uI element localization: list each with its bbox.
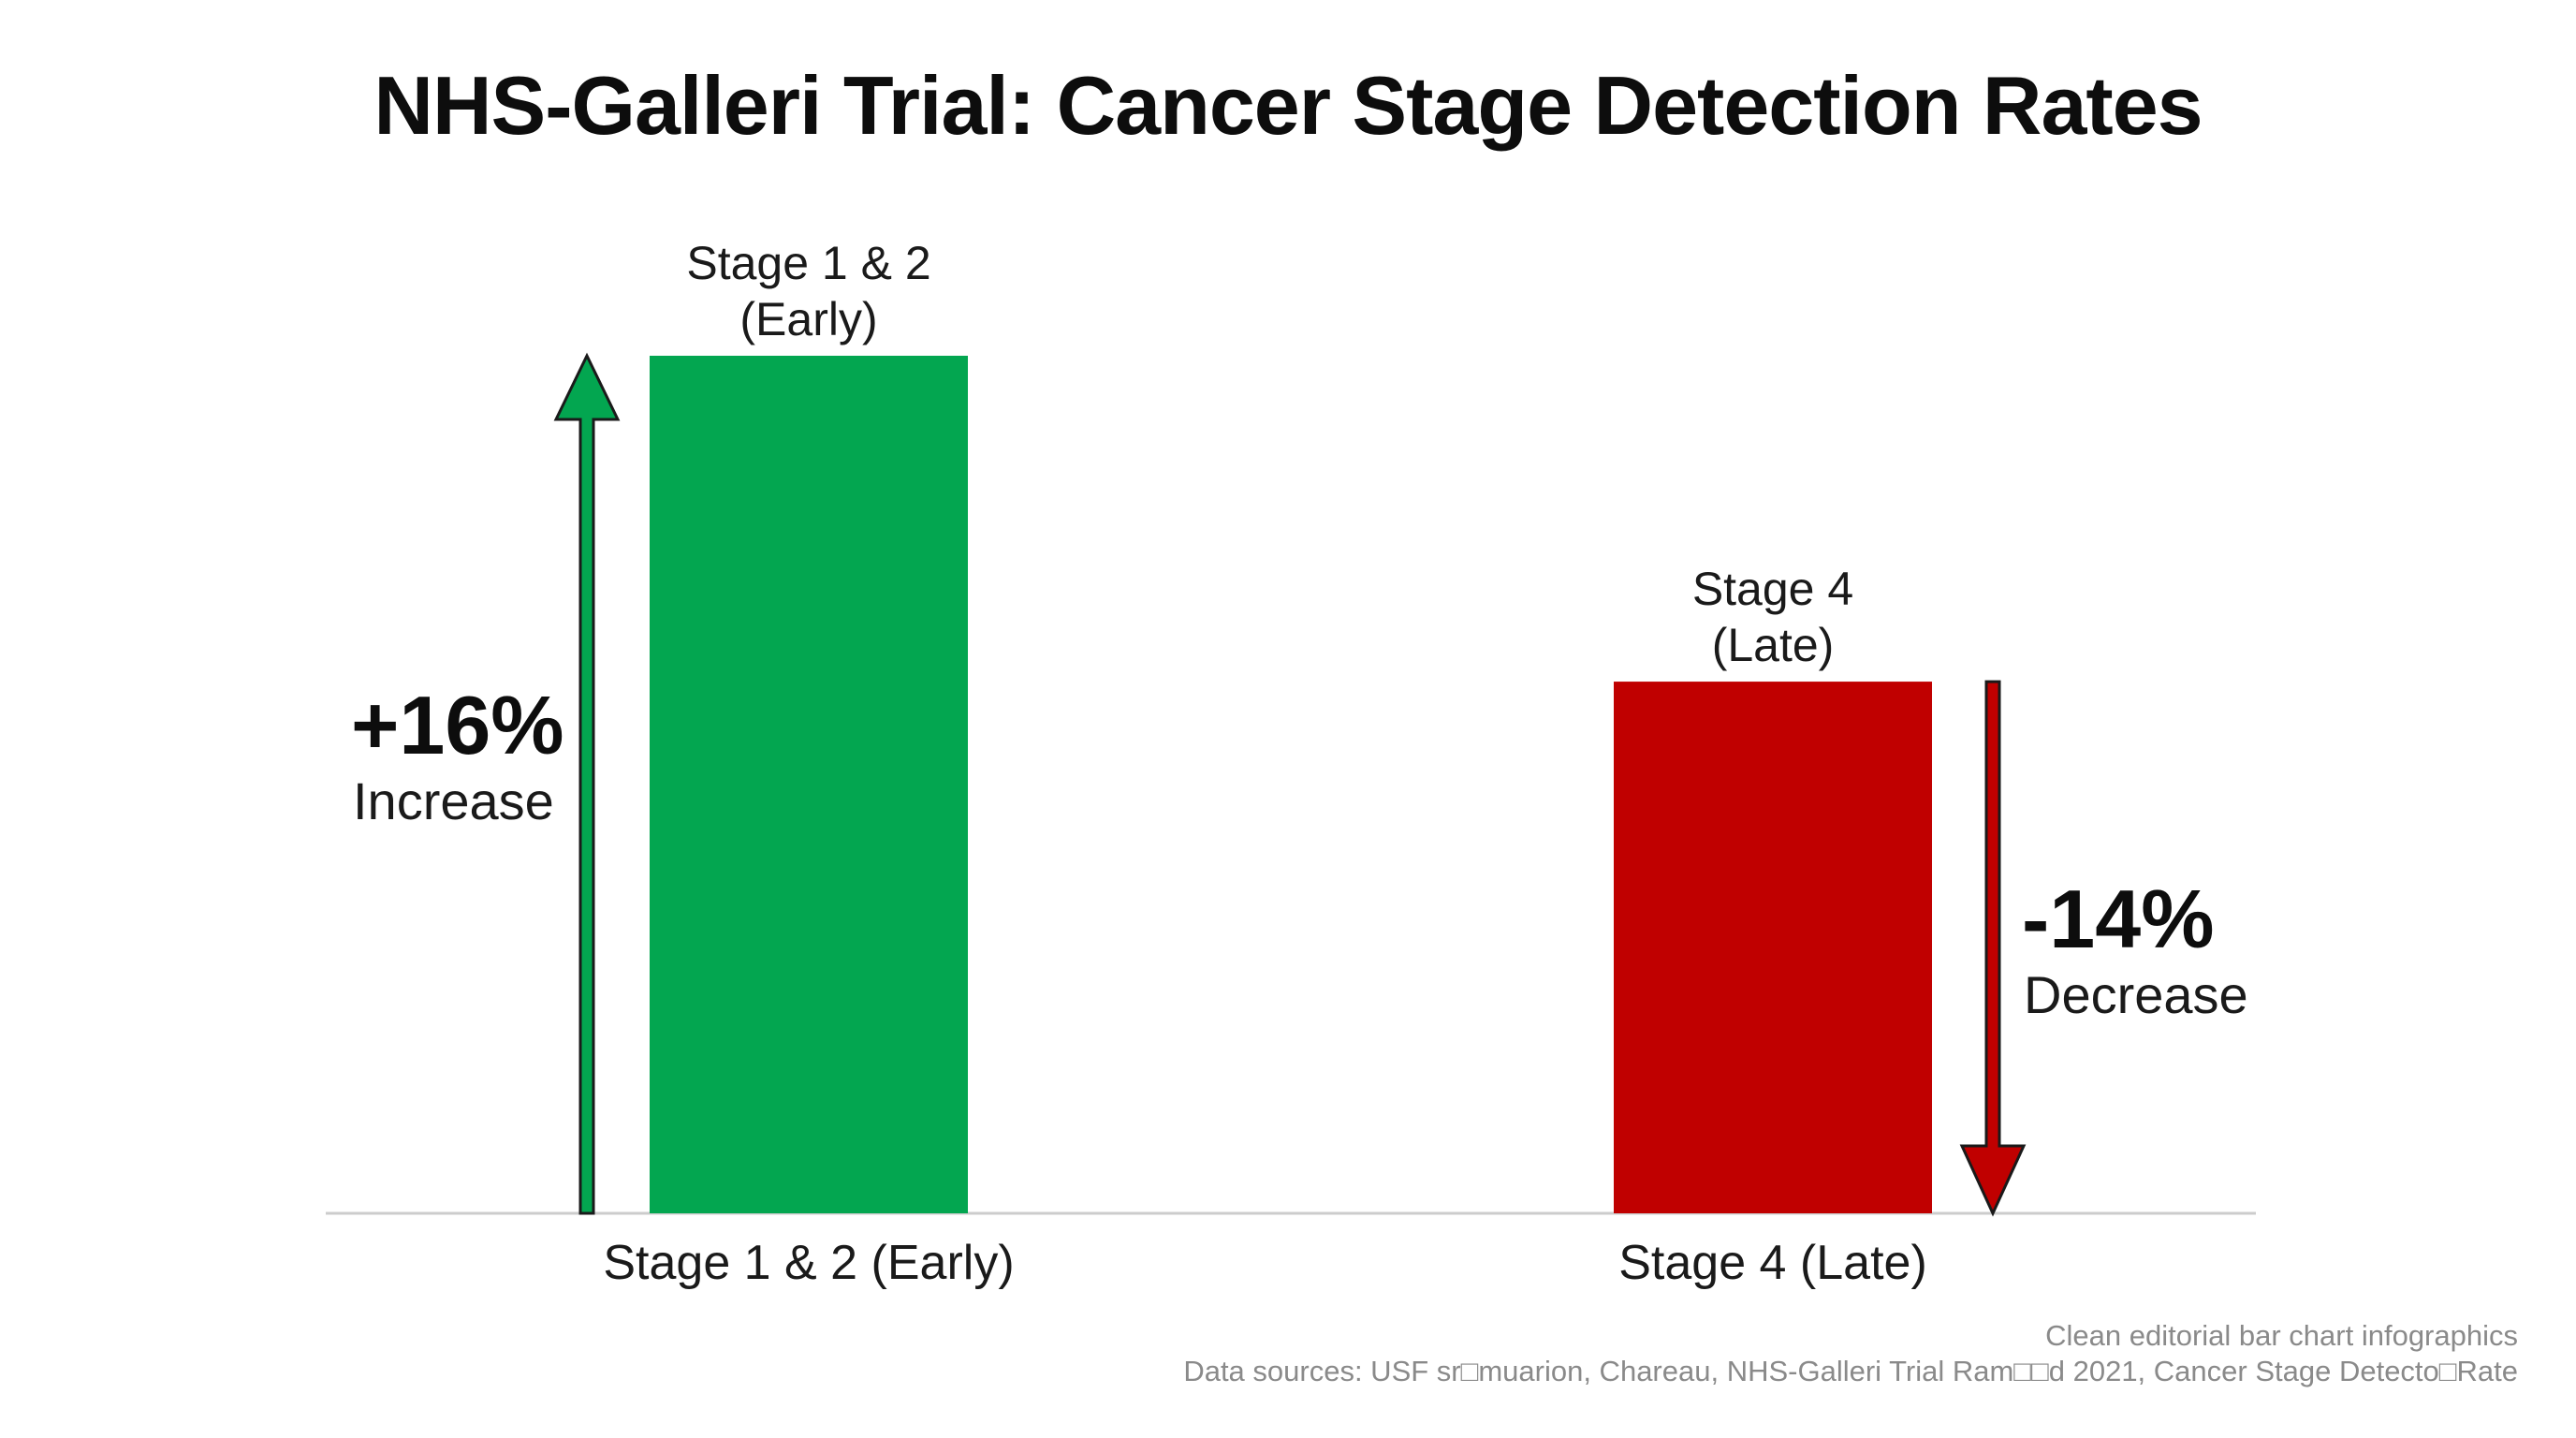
bar [1614,682,1932,1213]
footer-sources: Data sources: USF sr□muarion, Chareau, N… [1183,1355,2518,1387]
footer-caption: Clean editorial bar chart infographics [2045,1319,2518,1352]
x-tick-label: Stage 4 (Late) [1618,1236,1927,1290]
footer: Clean editorial bar chart infographics D… [1183,1318,2518,1389]
chart-title: NHS-Galleri Trial: Cancer Stage Detectio… [373,59,2203,152]
increase-value: +16% [351,679,564,771]
decrease-arrow [1959,680,2027,1217]
increase-label: Increase [353,771,554,830]
bar-label-line: (Early) [739,293,877,345]
decrease-label: Decrease [2024,965,2248,1024]
bar [650,356,968,1213]
bar-label-line: Stage 1 & 2 [686,237,930,289]
decrease-value: -14% [2022,873,2214,965]
bar-label-line: Stage 4 [1692,563,1853,615]
bar-label-line: (Late) [1712,619,1835,671]
x-tick-label: Stage 1 & 2 (Early) [603,1236,1014,1290]
increase-arrow [553,352,621,1215]
